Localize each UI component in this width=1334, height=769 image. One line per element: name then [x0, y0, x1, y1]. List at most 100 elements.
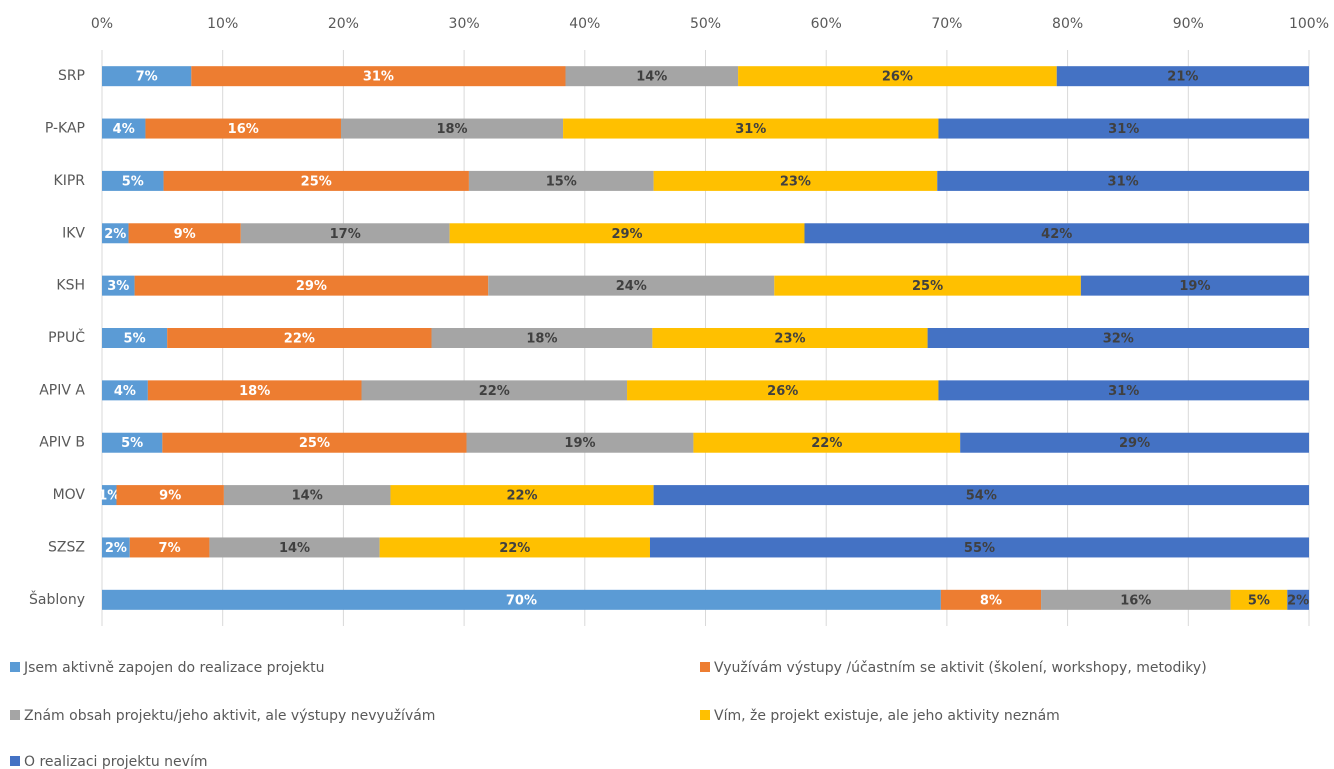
bar-segment	[116, 485, 224, 506]
bar-segment	[128, 223, 241, 244]
y-tick-label: MOV	[53, 487, 86, 503]
value-label: 5%	[1248, 593, 1270, 608]
y-tick-label: SRP	[58, 68, 85, 84]
bar-segment	[653, 170, 938, 191]
value-label: 22%	[479, 384, 510, 399]
y-tick-label: APIV A	[39, 382, 85, 398]
bar-segment	[240, 223, 450, 244]
value-label: 2%	[1287, 593, 1309, 608]
value-label: 24%	[616, 279, 647, 294]
bar-segment	[361, 380, 628, 401]
value-label: 1%	[98, 489, 120, 504]
bar-segment	[379, 537, 650, 558]
value-label: 25%	[299, 436, 330, 451]
value-label: 18%	[526, 332, 557, 347]
value-label: 4%	[113, 122, 135, 137]
bar-segment	[102, 328, 168, 348]
legend-swatch	[700, 710, 710, 720]
bar-segment	[738, 66, 1057, 87]
value-label: 22%	[811, 436, 842, 451]
bar-segment	[937, 170, 1309, 191]
value-label: 31%	[363, 70, 394, 85]
bar-segment	[102, 170, 164, 191]
bar-segment	[223, 485, 391, 506]
bar-segment	[134, 275, 489, 296]
value-label: 54%	[966, 489, 997, 504]
x-tick-label: 70%	[931, 16, 962, 32]
value-label: 14%	[279, 541, 310, 556]
y-tick-label: KSH	[56, 278, 85, 294]
value-label: 29%	[296, 279, 327, 294]
bar-segment	[449, 223, 805, 244]
value-label: 9%	[159, 489, 181, 504]
value-label: 22%	[499, 541, 530, 556]
bar-segment	[938, 118, 1309, 139]
bar-segment	[102, 118, 146, 139]
value-label: 31%	[735, 122, 766, 137]
bar-segment	[102, 223, 129, 244]
value-label: 22%	[506, 489, 537, 504]
bar-segment	[147, 380, 362, 401]
bar-segment	[102, 537, 130, 558]
value-label: 5%	[124, 332, 146, 347]
value-label: 14%	[636, 70, 667, 85]
value-label: 21%	[1167, 70, 1198, 85]
legend-label: O realizaci projektu nevím	[24, 754, 207, 769]
value-label: 31%	[1108, 174, 1139, 189]
bar-segment	[652, 328, 928, 348]
value-label: 23%	[780, 174, 811, 189]
bar-segment	[102, 432, 163, 453]
bar-segment	[804, 223, 1309, 244]
value-label: 32%	[1103, 332, 1134, 347]
bar-segment	[563, 118, 939, 139]
x-tick-label: 40%	[569, 16, 600, 32]
x-tick-label: 80%	[1052, 16, 1083, 32]
value-label: 29%	[611, 227, 642, 242]
bar-segment	[774, 275, 1081, 296]
y-tick-label: PPUČ	[48, 328, 85, 346]
bar-segment	[209, 537, 380, 558]
bar-segment	[938, 380, 1309, 401]
y-tick-label: KIPR	[54, 173, 86, 189]
bar-segment	[1080, 275, 1309, 296]
value-label: 18%	[239, 384, 270, 399]
bar-segment	[960, 432, 1309, 453]
legend-label: Znám obsah projektu/jeho aktivit, ale vý…	[24, 708, 435, 724]
value-label: 29%	[1119, 436, 1150, 451]
y-tick-label: IKV	[62, 225, 85, 241]
value-label: 23%	[774, 332, 805, 347]
value-label: 18%	[436, 122, 467, 137]
bar-segment	[191, 66, 566, 87]
bar-segment	[129, 537, 210, 558]
value-label: 55%	[964, 541, 995, 556]
value-label: 19%	[564, 436, 595, 451]
value-label: 4%	[114, 384, 136, 399]
value-label: 7%	[136, 70, 158, 85]
value-label: 26%	[882, 70, 913, 85]
value-label: 17%	[330, 227, 361, 242]
bar-segment	[1230, 589, 1288, 610]
bar-segment	[390, 485, 654, 506]
value-label: 15%	[546, 174, 577, 189]
value-label: 7%	[159, 541, 181, 556]
value-label: 3%	[107, 279, 129, 294]
value-label: 70%	[506, 593, 537, 608]
value-label: 14%	[292, 489, 323, 504]
y-tick-label: P-KAP	[45, 121, 85, 137]
x-tick-label: 90%	[1173, 16, 1204, 32]
legend-label: Jsem aktivně zapojen do realizace projek…	[23, 660, 325, 676]
legend-label: Vím, že projekt existuje, ale jeho aktiv…	[714, 708, 1060, 724]
bar-segment	[1287, 589, 1309, 610]
value-label: 26%	[767, 384, 798, 399]
x-tick-label: 10%	[207, 16, 238, 32]
legend-swatch	[10, 710, 20, 720]
value-label: 16%	[1120, 593, 1151, 608]
bar-segment	[466, 432, 694, 453]
bar-segment	[102, 380, 148, 401]
bar-segment	[162, 432, 467, 453]
bar-segment	[1041, 589, 1231, 610]
value-label: 22%	[284, 332, 315, 347]
value-label: 25%	[912, 279, 943, 294]
bar-segment	[940, 589, 1042, 610]
bar-segment	[102, 66, 192, 87]
